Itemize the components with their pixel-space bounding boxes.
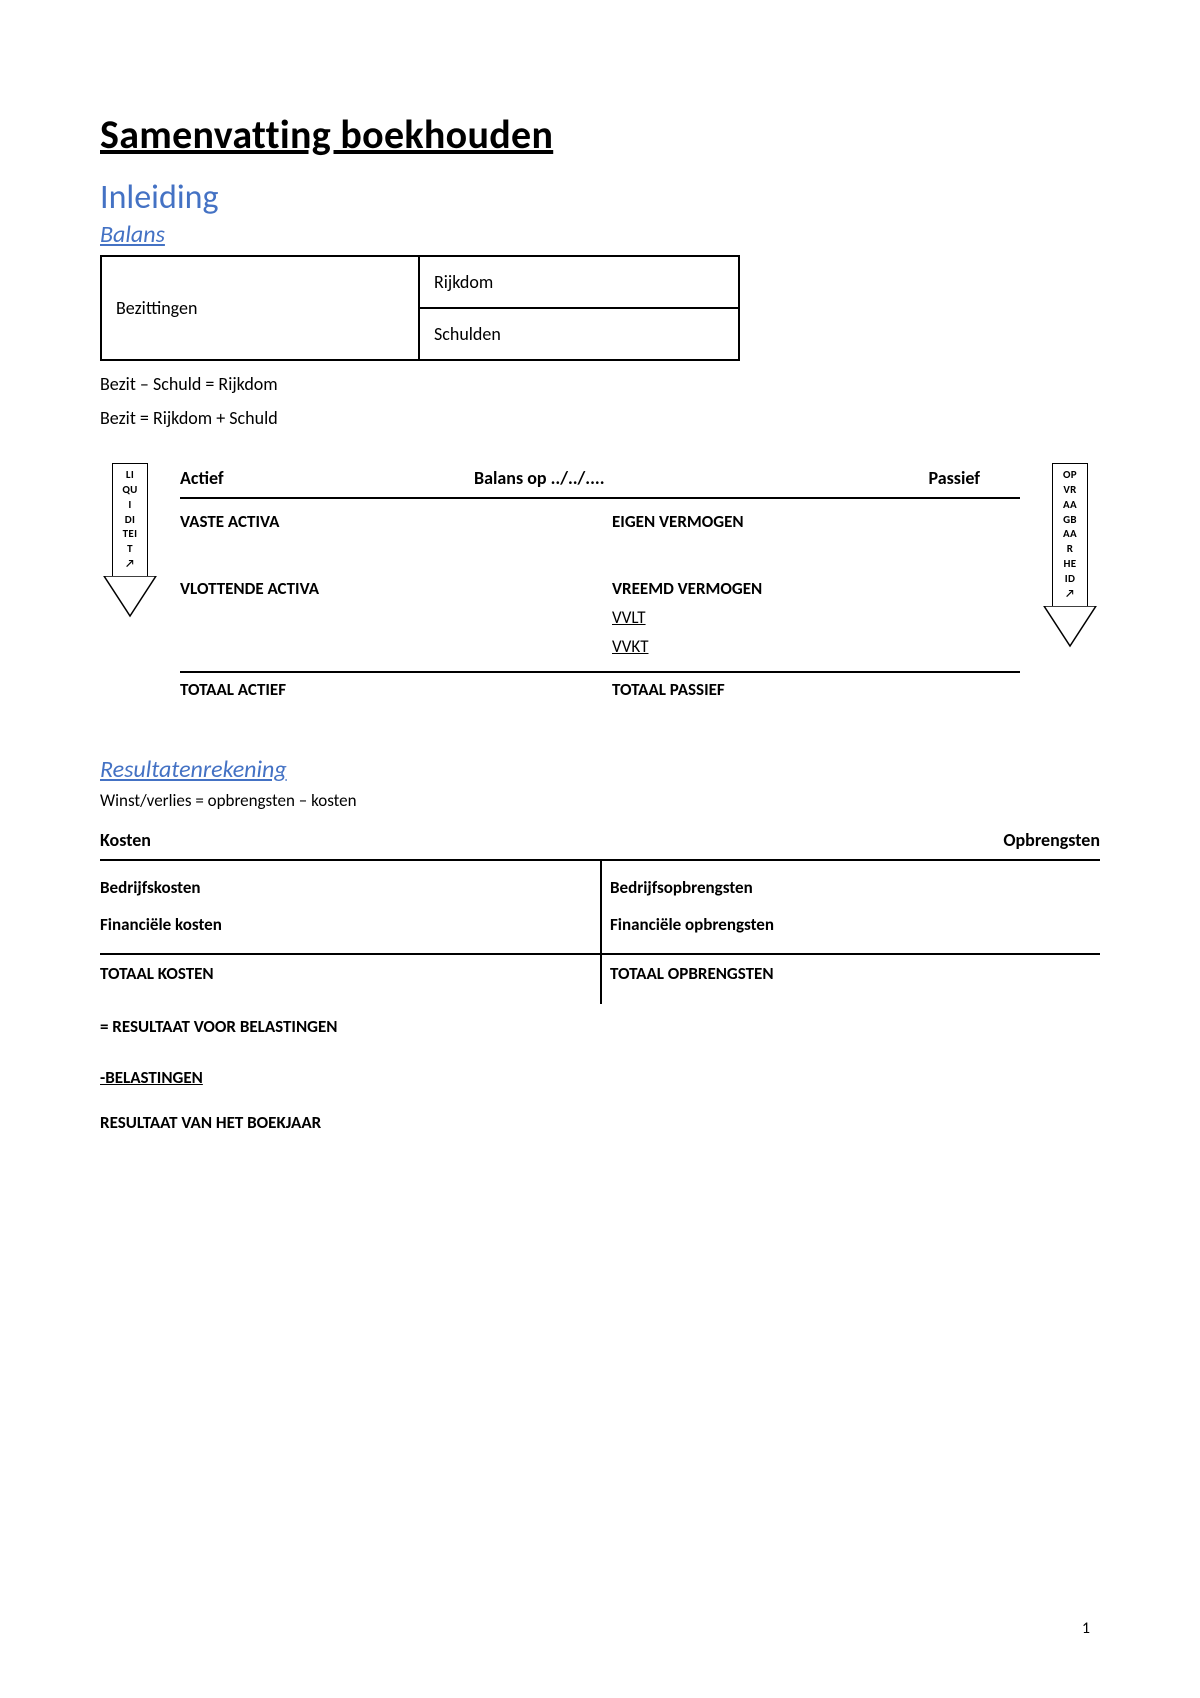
balance-sheet-footer: TOTAAL ACTIEF TOTAAL PASSIEF [180, 673, 1020, 700]
financiele-kosten: Financiële kosten [100, 906, 600, 943]
rr-header-kosten: Kosten [100, 829, 151, 851]
vvkt: VVKT [612, 632, 1020, 661]
liquidity-arrow: LI QU I DI TEI T ↗ [100, 463, 160, 620]
result-formula: Winst/verlies = opbrengsten – kosten [100, 790, 1100, 811]
vreemd-vermogen: VREEMD VERMOGEN [612, 574, 1020, 603]
rr-kosten-column: Bedrijfskosten Financiële kosten [100, 861, 600, 953]
rr-opbrengsten-column: Bedrijfsopbrengsten Financiële opbrengst… [600, 861, 1100, 953]
vlottende-activa: VLOTTENDE ACTIVA [180, 574, 600, 603]
subsection-heading-resultatenrekening: Resultatenrekening [100, 755, 1100, 784]
actief-column: VASTE ACTIVA VLOTTENDE ACTIVA [180, 499, 600, 671]
rr-body: Bedrijfskosten Financiële kosten Bedrijf… [100, 861, 1100, 955]
balance-sheet-header: Actief Balans op ../../.... Passief [180, 463, 1020, 499]
header-balans-op: Balans op ../../.... [474, 467, 726, 489]
balance-sheet-table: Actief Balans op ../../.... Passief VAST… [180, 463, 1020, 700]
section-heading-inleiding: Inleiding [100, 177, 1100, 218]
balans-cell-bezittingen: Bezittingen [102, 257, 420, 359]
balance-sheet-body: VASTE ACTIVA VLOTTENDE ACTIVA EIGEN VERM… [180, 499, 1020, 673]
resultatenrekening-section: Resultatenrekening Winst/verlies = opbre… [100, 755, 1100, 1133]
liquidity-arrow-label: LI QU I DI TEI T ↗ [112, 463, 148, 577]
balance-sheet-diagram: LI QU I DI TEI T ↗ OP VR AA GB AA R HE I… [100, 463, 1100, 753]
vaste-activa: VASTE ACTIVA [180, 507, 600, 536]
financiele-opbrengsten: Financiële opbrengsten [610, 906, 1100, 943]
belastingen: -BELASTINGEN [100, 1067, 1100, 1088]
totaal-kosten: TOTAAL KOSTEN [100, 955, 600, 1004]
rr-footer: TOTAAL KOSTEN TOTAAL OPBRENGSTEN [100, 955, 1100, 1004]
vvlt: VVLT [612, 603, 1020, 632]
subsection-heading-balans: Balans [100, 220, 1100, 249]
document-title: Samenvatting boekhouden [100, 110, 1100, 159]
page-number: 1 [1082, 1619, 1090, 1638]
demandability-arrow-label: OP VR AA GB AA R HE ID ↗ [1052, 463, 1088, 607]
totaal-passief: TOTAAL PASSIEF [600, 679, 1020, 700]
bedrijfsopbrengsten: Bedrijfsopbrengsten [610, 869, 1100, 906]
arrow-down-icon [1040, 606, 1100, 650]
rr-header-opbrengsten: Opbrengsten [1003, 829, 1100, 851]
totaal-actief: TOTAAL ACTIEF [180, 679, 600, 700]
eigen-vermogen: EIGEN VERMOGEN [612, 507, 1020, 536]
arrow-down-icon [100, 576, 160, 620]
balans-right-column: Rijkdom Schulden [420, 257, 738, 359]
header-passief: Passief [726, 467, 1020, 489]
document-page: Samenvatting boekhouden Inleiding Balans… [0, 0, 1200, 1698]
balans-cell-schulden: Schulden [420, 307, 738, 359]
formula-1: Bezit – Schuld = Rijkdom [100, 373, 1100, 395]
passief-column: EIGEN VERMOGEN VREEMD VERMOGEN VVLT VVKT [600, 499, 1020, 671]
header-actief: Actief [180, 467, 474, 489]
balans-cell-rijkdom: Rijkdom [420, 257, 738, 307]
rr-header: Kosten Opbrengsten [100, 829, 1100, 861]
totaal-opbrengsten: TOTAAL OPBRENGSTEN [600, 955, 1100, 1004]
resultaat-boekjaar: RESULTAAT VAN HET BOEKJAAR [100, 1112, 1100, 1133]
bedrijfskosten: Bedrijfskosten [100, 869, 600, 906]
demandability-arrow: OP VR AA GB AA R HE ID ↗ [1040, 463, 1100, 650]
balans-mini-table: Bezittingen Rijkdom Schulden [100, 255, 740, 361]
formula-2: Bezit = Rijkdom + Schuld [100, 407, 1100, 429]
resultaat-voor-belastingen: = RESULTAAT VOOR BELASTINGEN [100, 1016, 1100, 1037]
